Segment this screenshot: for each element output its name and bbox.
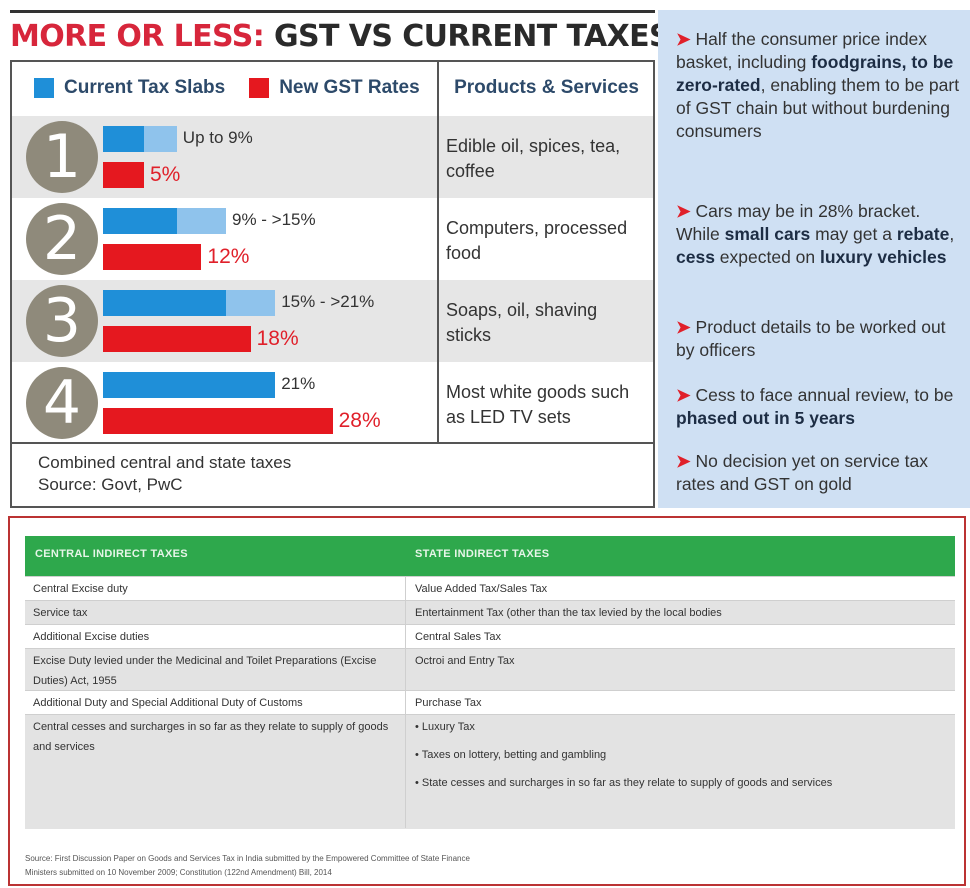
table-row <box>25 648 955 691</box>
title-rest: GST VS CURRENT TAXES <box>273 19 671 54</box>
gst-rate-label: 18% <box>256 327 299 350</box>
bullet-text: No decision yet on service tax rates and… <box>676 451 929 494</box>
legend-swatch-current <box>34 78 54 98</box>
bullet-text: phased out in 5 years <box>676 408 855 428</box>
source-line-2: Ministers submitted on 10 November 2009;… <box>25 868 332 877</box>
current-slab-range-bar <box>144 126 177 152</box>
arrow-icon: ➤ <box>676 201 696 221</box>
gst-rate-bar <box>103 162 144 188</box>
state-tax-cell: Octroi and Entry Tax <box>415 655 515 667</box>
highlights-panel <box>658 10 970 508</box>
legend: Current Tax Slabs New GST Rates <box>12 62 440 114</box>
row-number: 4 <box>26 367 98 439</box>
chart-note: Combined central and state taxes Source:… <box>38 452 433 496</box>
bullet-text: may get a <box>810 224 897 244</box>
bullet-text: Cars may be in 28% bracket. While <box>676 201 921 244</box>
bullet-text: , <box>949 224 955 244</box>
highlight-bullet: ➤ Cars may be in 28% bracket. While smal… <box>676 200 966 269</box>
bullet-text: luxury vehicles <box>820 247 947 267</box>
current-slab-bar <box>103 208 177 234</box>
state-tax-list-item: • State cesses and surcharges in so far … <box>415 777 833 789</box>
state-tax-list-item: • Luxury Tax <box>415 721 475 733</box>
state-tax-cell: Value Added Tax/Sales Tax <box>415 583 548 595</box>
chart-title: MORE OR LESS: GST VS CURRENT TAXES <box>10 14 671 60</box>
product-cell: Edible oil, spices, tea, coffee <box>446 136 621 181</box>
title-lead: MORE OR LESS: <box>10 19 265 54</box>
highlight-bullet: ➤ No decision yet on service tax rates a… <box>676 450 966 496</box>
gst-rate-bar <box>103 244 202 270</box>
central-tax-cell: Central Excise duty <box>33 583 128 595</box>
gst-rate-label: 12% <box>207 245 250 268</box>
central-tax-cell: Service tax <box>33 607 88 619</box>
table-column-separator <box>405 576 406 828</box>
current-slab-label: 9% - >15% <box>232 210 316 229</box>
bullet-text: Half the consumer price index basket, in… <box>676 29 928 72</box>
note-line-2: Source: Govt, PwC <box>38 475 183 494</box>
product-cell: Soaps, oil, shaving sticks <box>446 300 598 345</box>
source-line-1: Source: First Discussion Paper on Goods … <box>25 854 470 863</box>
legend-swatch-gst <box>249 78 270 98</box>
state-tax-list-item: • Taxes on lottery, betting and gambling <box>415 749 607 761</box>
current-slab-bar <box>103 126 144 152</box>
bullet-text: small cars <box>724 224 811 244</box>
current-slab-label: 21% <box>281 374 316 393</box>
bullet-text: cess <box>676 247 715 267</box>
state-tax-cell: Purchase Tax <box>415 697 482 709</box>
title-rule <box>10 10 655 13</box>
column-divider <box>437 62 439 442</box>
central-tax-cell: Central cesses and surcharges in so far … <box>33 721 389 753</box>
gst-infographic: MORE OR LESS: GST VS CURRENT TAXES Curre… <box>10 10 970 508</box>
product-cell: Computers, processed food <box>446 218 628 263</box>
table-row <box>25 624 955 649</box>
gst-rate-label: 5% <box>150 163 181 186</box>
row-number: 3 <box>26 285 98 357</box>
current-slab-range-bar <box>176 208 226 234</box>
bullet-text: expected on <box>714 247 821 267</box>
arrow-icon: ➤ <box>676 317 696 337</box>
arrow-icon: ➤ <box>676 451 696 471</box>
bullet-text: , enabling them to be part of GST chain … <box>676 75 960 141</box>
current-slab-range-bar <box>226 290 276 316</box>
state-tax-cell: Entertainment Tax (other than the tax le… <box>415 607 722 619</box>
bullet-text: Cess to face annual review, to be <box>695 385 954 405</box>
current-slab-label: Up to 9% <box>182 128 253 147</box>
table-row <box>25 600 955 625</box>
gst-rate-bar <box>103 326 251 352</box>
row-number: 1 <box>26 121 98 193</box>
gst-rate-label: 28% <box>338 409 381 432</box>
header-central: CENTRAL INDIRECT TAXES <box>35 548 188 560</box>
highlight-bullet: ➤ Half the consumer price index basket, … <box>676 28 966 143</box>
table-row <box>25 714 955 829</box>
central-tax-cell: Excise Duty levied under the Medicinal a… <box>33 655 377 687</box>
table-row <box>25 576 955 601</box>
product-cell: Most white goods such as LED TV sets <box>446 382 630 427</box>
table-row <box>25 690 955 715</box>
arrow-icon: ➤ <box>676 29 696 49</box>
current-slab-label: 15% - >21% <box>281 292 375 311</box>
footer-rule <box>12 442 653 444</box>
table-source: Source: First Discussion Paper on Goods … <box>25 852 945 880</box>
highlight-bullet: ➤ Product details to be worked out by of… <box>676 316 966 362</box>
bullet-text: rebate <box>896 224 950 244</box>
row-number: 2 <box>26 203 98 275</box>
central-tax-cell: Additional Duty and Special Additional D… <box>33 697 303 709</box>
legend-label-gst: New GST Rates <box>279 77 420 98</box>
products-header: Products & Services <box>454 77 639 98</box>
table-header <box>25 536 955 576</box>
bullet-text: foodgrains, to be zero-rated <box>676 52 954 95</box>
note-line-1: Combined central and state taxes <box>38 453 292 472</box>
current-slab-bar <box>103 290 226 316</box>
gst-rate-bar <box>103 408 333 434</box>
header-state: STATE INDIRECT TAXES <box>415 548 550 560</box>
arrow-icon: ➤ <box>676 385 696 405</box>
bullet-text: Product details to be worked out by offi… <box>676 317 946 360</box>
highlight-bullet: ➤ Cess to face annual review, to be phas… <box>676 384 966 430</box>
legend-label-current: Current Tax Slabs <box>64 77 226 98</box>
state-tax-cell: Central Sales Tax <box>415 631 502 643</box>
central-tax-cell: Additional Excise duties <box>33 631 150 643</box>
current-slab-bar <box>103 372 276 398</box>
